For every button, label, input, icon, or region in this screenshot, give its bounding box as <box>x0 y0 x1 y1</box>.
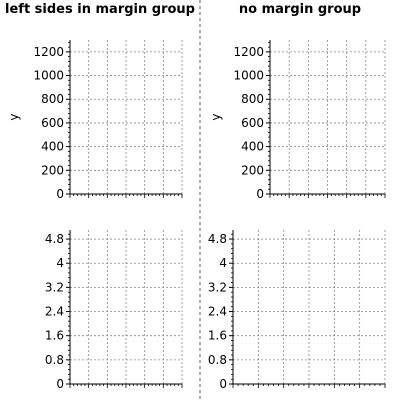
y-tick-label: 400 <box>41 140 64 154</box>
y-tick-label: 0 <box>56 377 64 391</box>
y-tick-label: 3.2 <box>45 280 64 294</box>
y-tick-label: 400 <box>241 140 264 154</box>
y-axis-label: y <box>209 113 223 120</box>
y-tick-label: 1000 <box>233 69 264 83</box>
chart-panel-3: 0 0.8 1.6 2.4 3.2 4 4.8 <box>45 230 183 391</box>
y-tick-label: 1000 <box>33 69 64 83</box>
y-tick-label: 4.8 <box>208 232 227 246</box>
y-tick-label: 600 <box>241 116 264 130</box>
y-tick-label: 4 <box>56 256 64 270</box>
y-tick-label: 800 <box>41 92 64 106</box>
y-tick-label: 0 <box>219 377 227 391</box>
right-column-header: no margin group <box>239 2 361 17</box>
y-tick-label: 600 <box>41 116 64 130</box>
y-tick-label: 800 <box>241 92 264 106</box>
y-tick-label: 1.6 <box>45 329 64 343</box>
chart-panel-1: 0 200 400 600 800 1000 1200 y <box>7 40 183 201</box>
y-tick-label: 0 <box>56 187 64 201</box>
left-column-header: left sides in margin group <box>5 2 195 17</box>
y-tick-label: 200 <box>241 163 264 177</box>
y-tick-label: 200 <box>41 163 64 177</box>
y-tick-label: 0 <box>256 187 264 201</box>
y-tick-label: 1.6 <box>208 329 227 343</box>
y-tick-label: 1200 <box>33 45 64 59</box>
y-tick-label: 1200 <box>233 45 264 59</box>
chart-panel-2: 0 200 400 600 800 1000 1200 y <box>209 40 386 201</box>
panels: 020040060080010001200y020040060080010001… <box>7 40 386 391</box>
y-tick-label: 4 <box>219 256 227 270</box>
y-tick-label: 2.4 <box>208 305 227 319</box>
y-tick-label: 2.4 <box>45 305 64 319</box>
y-tick-label: 0.8 <box>208 353 227 367</box>
y-tick-label: 3.2 <box>208 280 227 294</box>
y-tick-label: 0.8 <box>45 353 64 367</box>
y-tick-label: 4.8 <box>45 232 64 246</box>
y-axis-label: y <box>7 113 21 120</box>
chart-panel-4: 0 0.8 1.6 2.4 3.2 4 4.8 <box>208 230 386 391</box>
